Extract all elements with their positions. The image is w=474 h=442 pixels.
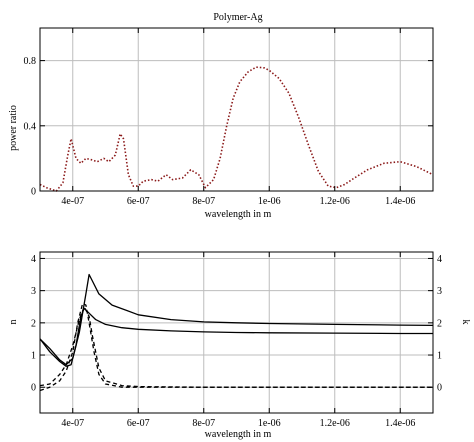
x-tick-label: 1e-06 <box>258 196 281 207</box>
y2-tick-label: 0 <box>437 383 442 394</box>
plot-frame <box>39 27 434 192</box>
y2-tick-label: 2 <box>437 318 442 329</box>
power-ratio-chart: Polymer-Ag wavelength in m power ratio 4… <box>8 12 434 220</box>
x-tick-label: 8e-07 <box>192 418 215 429</box>
series-line-2 <box>39 302 433 392</box>
y-tick-label: 1 <box>31 351 36 362</box>
y-tick-label: 0.8 <box>24 56 37 67</box>
x-tick-label: 1.4e-06 <box>385 196 415 207</box>
y-axis-title: power ratio <box>8 105 19 151</box>
x-tick-label: 6e-07 <box>127 418 150 429</box>
series-line-0 <box>39 66 434 192</box>
y-tick-label: 3 <box>31 286 36 297</box>
x-tick-label: 4e-07 <box>61 196 84 207</box>
series-line-3 <box>39 306 433 388</box>
grid <box>40 252 433 413</box>
x-tick-label: 1.4e-06 <box>385 418 415 429</box>
refractive-index-chart: wavelength in m n k 4e-07 6e-07 8e-07 1e-06… <box>8 251 471 440</box>
y-tick-label: 4 <box>31 254 36 265</box>
y-tick-label: 2 <box>31 318 36 329</box>
y-tick-label: 0 <box>31 187 36 198</box>
y2-tick-label: 3 <box>437 286 442 297</box>
x-tick-label: 1.2e-06 <box>320 196 350 207</box>
x-tick-label: 1.2e-06 <box>320 418 350 429</box>
chart-title: Polymer-Ag <box>213 12 262 23</box>
y-tick-label: 0.4 <box>24 121 37 132</box>
x-tick-label: 4e-07 <box>61 418 84 429</box>
y2-tick-label: 1 <box>437 351 442 362</box>
series-line-1 <box>39 307 433 367</box>
y-tick-label: 0 <box>31 383 36 394</box>
x-tick-label: 6e-07 <box>127 196 150 207</box>
x-axis-title: wavelength in m <box>205 209 272 220</box>
series-line-0 <box>39 273 434 366</box>
x-tick-label: 8e-07 <box>192 196 215 207</box>
y-axis-title-right: k <box>460 320 471 325</box>
y2-tick-label: 4 <box>437 254 442 265</box>
plot-frame <box>39 251 434 414</box>
x-tick-label: 1e-06 <box>258 418 281 429</box>
y-axis-title-left: n <box>8 320 19 325</box>
x-axis-title: wavelength in m <box>205 429 272 440</box>
